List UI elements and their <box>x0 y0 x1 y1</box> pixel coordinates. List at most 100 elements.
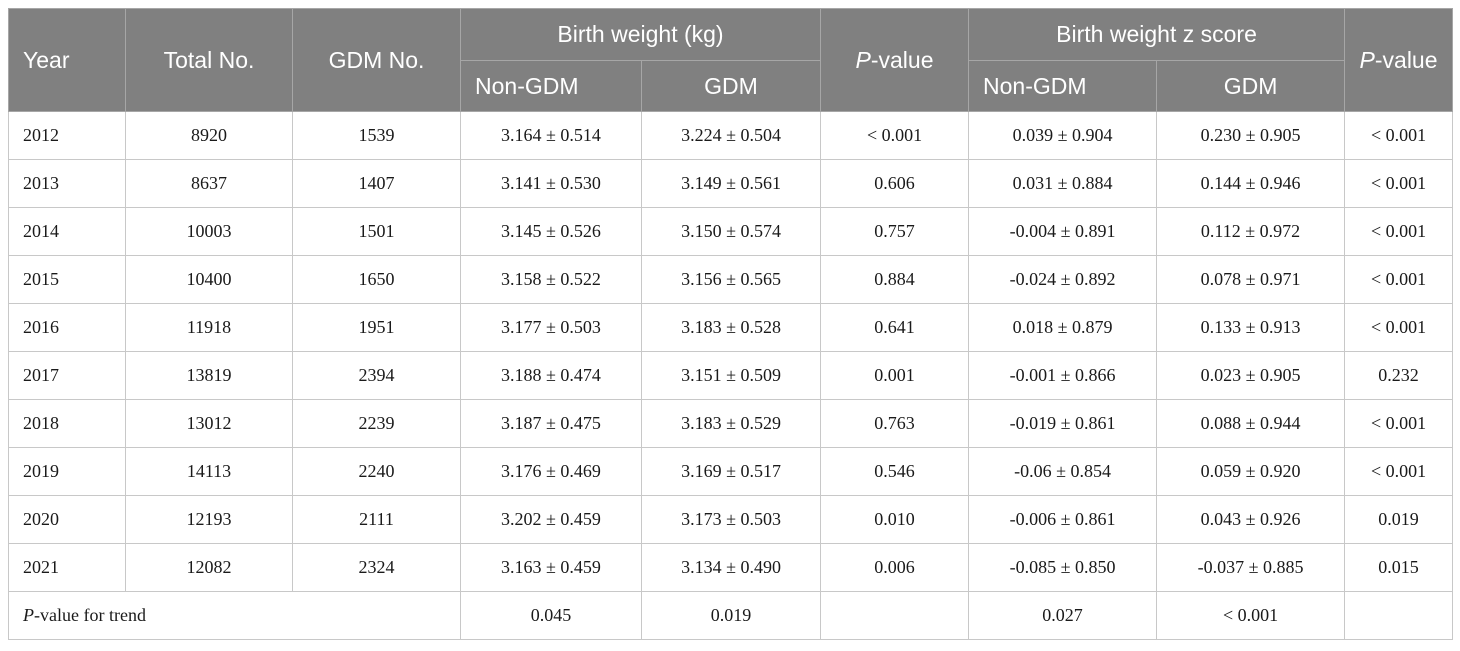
cell-total-no: 13012 <box>125 399 293 448</box>
cell-p-value-1: 0.010 <box>820 495 970 544</box>
trend-label: P-value for trend <box>8 591 461 640</box>
cell-total-no: 12193 <box>125 495 293 544</box>
cell-z-non-gdm: -0.06 ± 0.854 <box>968 447 1158 496</box>
header-gdm-no: GDM No. <box>292 8 461 112</box>
cell-bw-gdm: 3.150 ± 0.574 <box>641 207 822 256</box>
cell-gdm-no: 2239 <box>292 399 461 448</box>
cell-z-non-gdm: 0.031 ± 0.884 <box>968 159 1158 208</box>
cell-gdm-no: 1650 <box>292 255 461 304</box>
table-row: 2015 10400 1650 3.158 ± 0.522 3.156 ± 0.565 0… <box>8 255 1454 304</box>
cell-gdm-no: 2324 <box>292 543 461 592</box>
table-row: 2012 8920 1539 3.164 ± 0.514 3.224 ± 0.504 < … <box>8 111 1454 160</box>
cell-bw-gdm: 3.156 ± 0.565 <box>641 255 822 304</box>
cell-total-no: 10400 <box>125 255 293 304</box>
cell-bw-gdm: 3.183 ± 0.529 <box>641 399 822 448</box>
trend-z-gdm: < 0.001 <box>1156 591 1346 640</box>
cell-bw-non-gdm: 3.141 ± 0.530 <box>460 159 642 208</box>
cell-bw-gdm: 3.183 ± 0.528 <box>641 303 822 352</box>
cell-year: 2015 <box>8 255 126 304</box>
cell-z-gdm: 0.230 ± 0.905 <box>1156 111 1346 160</box>
cell-p-value-1: < 0.001 <box>820 111 970 160</box>
table-row: 2019 14113 2240 3.176 ± 0.469 3.169 ± 0.517 0… <box>8 447 1454 496</box>
cell-total-no: 13819 <box>125 351 293 400</box>
table-row: 2013 8637 1407 3.141 ± 0.530 3.149 ± 0.561 0.… <box>8 159 1454 208</box>
cell-gdm-no: 1407 <box>292 159 461 208</box>
cell-p-value-2: < 0.001 <box>1344 399 1454 448</box>
cell-p-value-1: 0.001 <box>820 351 970 400</box>
trend-bw-non-gdm: 0.045 <box>460 591 642 640</box>
cell-bw-gdm: 3.151 ± 0.509 <box>641 351 822 400</box>
cell-gdm-no: 2240 <box>292 447 461 496</box>
cell-bw-non-gdm: 3.145 ± 0.526 <box>460 207 642 256</box>
cell-bw-non-gdm: 3.202 ± 0.459 <box>460 495 642 544</box>
cell-z-gdm: 0.023 ± 0.905 <box>1156 351 1346 400</box>
trend-label-suffix: -value for trend <box>34 605 146 625</box>
cell-bw-non-gdm: 3.164 ± 0.514 <box>460 111 642 160</box>
cell-p-value-2: < 0.001 <box>1344 207 1454 256</box>
p-suffix: -value <box>870 46 934 73</box>
cell-z-gdm: 0.059 ± 0.920 <box>1156 447 1346 496</box>
cell-z-gdm: -0.037 ± 0.885 <box>1156 543 1346 592</box>
cell-bw-non-gdm: 3.177 ± 0.503 <box>460 303 642 352</box>
header-bw-gdm: GDM <box>640 60 822 112</box>
cell-p-value-1: 0.546 <box>820 447 970 496</box>
cell-p-value-2: < 0.001 <box>1344 159 1454 208</box>
header-z-non-gdm: Non-GDM <box>968 60 1158 112</box>
cell-p-value-1: 0.006 <box>820 543 970 592</box>
header-p-value-1: P-value <box>820 8 970 112</box>
cell-z-gdm: 0.088 ± 0.944 <box>1156 399 1346 448</box>
table-row: 2017 13819 2394 3.188 ± 0.474 3.151 ± 0.509 0… <box>8 351 1454 400</box>
cell-bw-gdm: 3.224 ± 0.504 <box>641 111 822 160</box>
cell-gdm-no: 1501 <box>292 207 461 256</box>
cell-p-value-2: < 0.001 <box>1344 255 1454 304</box>
header-year: Year <box>8 8 126 112</box>
cell-gdm-no: 1539 <box>292 111 461 160</box>
cell-z-gdm: 0.112 ± 0.972 <box>1156 207 1346 256</box>
trend-p2-empty <box>1344 591 1454 640</box>
cell-gdm-no: 2394 <box>292 351 461 400</box>
cell-year: 2017 <box>8 351 126 400</box>
cell-bw-non-gdm: 3.158 ± 0.522 <box>460 255 642 304</box>
cell-year: 2020 <box>8 495 126 544</box>
cell-z-non-gdm: -0.006 ± 0.861 <box>968 495 1158 544</box>
p-italic: P <box>1359 46 1375 73</box>
cell-p-value-2: < 0.001 <box>1344 111 1454 160</box>
cell-p-value-1: 0.606 <box>820 159 970 208</box>
cell-p-value-1: 0.763 <box>820 399 970 448</box>
cell-z-non-gdm: -0.085 ± 0.850 <box>968 543 1158 592</box>
cell-total-no: 10003 <box>125 207 293 256</box>
cell-year: 2016 <box>8 303 126 352</box>
table-row: 2021 12082 2324 3.163 ± 0.459 3.134 ± 0.490 0… <box>8 543 1454 592</box>
cell-p-value-2: 0.015 <box>1344 543 1454 592</box>
cell-total-no: 11918 <box>125 303 293 352</box>
header-birth-weight: Birth weight (kg) <box>459 8 822 61</box>
cell-z-gdm: 0.078 ± 0.971 <box>1156 255 1346 304</box>
cell-p-value-1: 0.757 <box>820 207 970 256</box>
cell-bw-non-gdm: 3.163 ± 0.459 <box>460 543 642 592</box>
cell-bw-non-gdm: 3.188 ± 0.474 <box>460 351 642 400</box>
cell-p-value-2: 0.232 <box>1344 351 1454 400</box>
cell-bw-gdm: 3.134 ± 0.490 <box>641 543 822 592</box>
table-header: Year Total No. GDM No. Birth weight (kg)… <box>8 8 1454 112</box>
cell-year: 2014 <box>8 207 126 256</box>
cell-p-value-1: 0.884 <box>820 255 970 304</box>
birth-weight-table: Year Total No. GDM No. Birth weight (kg)… <box>8 8 1454 640</box>
cell-year: 2012 <box>8 111 126 160</box>
cell-bw-gdm: 3.173 ± 0.503 <box>641 495 822 544</box>
cell-p-value-2: < 0.001 <box>1344 447 1454 496</box>
trend-row: P-value for trend 0.045 0.019 0.027 < 0.… <box>8 591 1454 640</box>
cell-z-non-gdm: -0.001 ± 0.866 <box>968 351 1158 400</box>
table-row: 2016 11918 1951 3.177 ± 0.503 3.183 ± 0.528 0… <box>8 303 1454 352</box>
cell-bw-non-gdm: 3.187 ± 0.475 <box>460 399 642 448</box>
cell-z-gdm: 0.043 ± 0.926 <box>1156 495 1346 544</box>
cell-year: 2019 <box>8 447 126 496</box>
header-bw-non-gdm: Non-GDM <box>460 60 642 112</box>
cell-z-non-gdm: 0.039 ± 0.904 <box>968 111 1158 160</box>
cell-z-non-gdm: -0.004 ± 0.891 <box>968 207 1158 256</box>
p-suffix: -value <box>1374 46 1438 73</box>
cell-total-no: 12082 <box>125 543 293 592</box>
cell-total-no: 8920 <box>125 111 293 160</box>
p-italic: P <box>23 605 34 625</box>
cell-gdm-no: 2111 <box>292 495 461 544</box>
cell-bw-gdm: 3.169 ± 0.517 <box>641 447 822 496</box>
